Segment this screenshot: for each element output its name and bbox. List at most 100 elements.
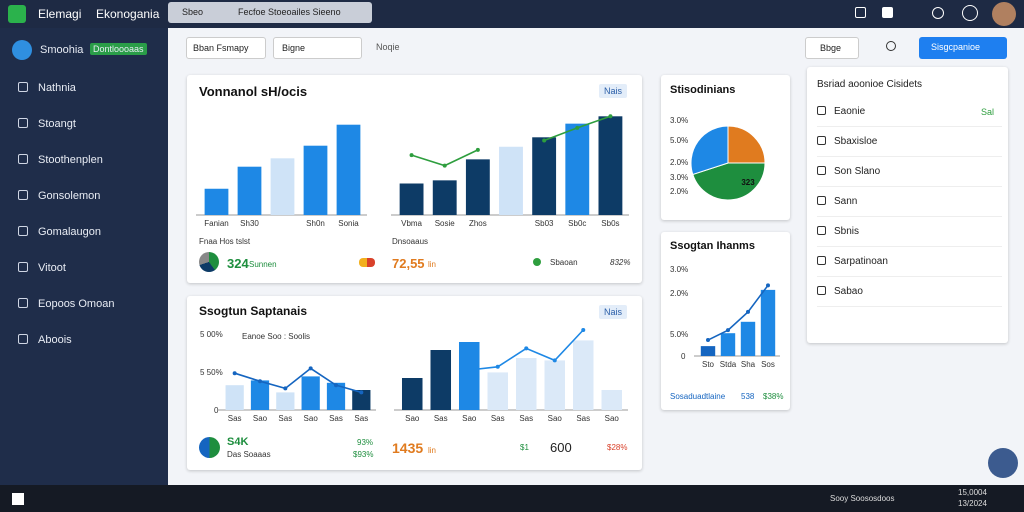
y-label: 5 50% xyxy=(200,368,223,377)
nav-item[interactable]: Vitoot xyxy=(18,262,66,274)
panel-item[interactable]: Eaonie Sal xyxy=(817,97,1002,127)
stat-value: 72,55 xyxy=(392,256,425,271)
item-label: Eaonie xyxy=(834,106,866,117)
y-label: 3.0% xyxy=(670,265,689,274)
nav-item[interactable]: Nathnia xyxy=(18,82,76,94)
panel-header: Bsriad aoonioe Cisidets xyxy=(817,79,923,90)
nav-icon xyxy=(18,118,28,128)
y-label: 5.0% xyxy=(670,330,689,339)
link[interactable]: Noqie xyxy=(376,42,400,52)
nav-item[interactable]: Stoothenplen xyxy=(18,154,103,166)
logo xyxy=(8,5,26,23)
y-label: 2.0% xyxy=(670,187,689,196)
nav-icon xyxy=(18,262,28,272)
nav-label: Nathnia xyxy=(38,82,76,94)
y-label: 3.0% xyxy=(670,116,689,125)
legend: Eanoe Soo : Soolis xyxy=(242,332,311,341)
footer-value: $38% xyxy=(763,392,784,401)
avatar[interactable] xyxy=(992,2,1016,26)
nav-icon xyxy=(18,334,28,344)
dropdown-panel: Bsriad aoonioe Cisidets Eaonie Sal Sbaxisl… xyxy=(807,67,1008,343)
nav-label: Aboois xyxy=(38,334,72,346)
button[interactable]: Bbge xyxy=(805,37,859,59)
nav-item[interactable]: Eopoos Omoan xyxy=(18,298,114,310)
filter[interactable]: Bigne xyxy=(273,37,362,59)
workspace[interactable]: Ekonogania xyxy=(96,7,160,21)
stat-value: $28% xyxy=(607,443,628,452)
panel-item[interactable]: Sbnis xyxy=(817,217,1002,247)
caption: Fnaa Hos tslst xyxy=(199,237,251,246)
nav-icon xyxy=(18,298,28,308)
y-label: 0 xyxy=(214,406,219,415)
caption: Dnsoaaus xyxy=(392,237,429,246)
search-icon[interactable] xyxy=(886,41,896,51)
card-badge[interactable]: Nais xyxy=(599,84,628,98)
fab[interactable] xyxy=(988,448,1018,478)
item-label: Sann xyxy=(834,196,858,207)
item-icon xyxy=(817,196,826,205)
top-bar: Elemagi Ekonogania Sbeo Fecfoe Stoeoaile… xyxy=(0,0,1024,28)
item-icon xyxy=(817,256,826,265)
card-title: Ssogtan Ihanms xyxy=(670,240,755,252)
panel-item[interactable]: Sbaxisloe xyxy=(817,127,1002,157)
nav-label: Gonsolemon xyxy=(38,190,101,202)
notifications[interactable] xyxy=(932,7,944,19)
stat-label: lin xyxy=(428,260,437,269)
tray-text: Sooy Soososdoos xyxy=(830,494,895,503)
stat-value: 600 xyxy=(550,440,572,455)
footer-value: 538 xyxy=(741,392,755,401)
item-icon xyxy=(817,226,826,235)
help[interactable] xyxy=(962,5,978,21)
start-button[interactable] xyxy=(12,493,24,505)
y-label: 5.0% xyxy=(670,136,689,145)
icon[interactable] xyxy=(855,7,866,18)
y-label: 2.0% xyxy=(670,158,689,167)
item-status: Sal xyxy=(980,107,994,117)
stat-value: S4K xyxy=(227,436,249,448)
stat-value: $1 xyxy=(520,443,529,452)
item-label: Son Slano xyxy=(834,166,881,177)
nav-label: Stoangt xyxy=(38,118,76,130)
stat-value: 1435 xyxy=(392,440,424,456)
filter[interactable]: Bban Fsmapy xyxy=(186,37,266,59)
card-title: Ssogtun Saptanais xyxy=(199,304,308,318)
y-label: 0 xyxy=(681,352,686,361)
item-label: Sbaxisloe xyxy=(834,136,878,147)
y-label: 3.0% xyxy=(670,173,689,182)
stat-value: $93% xyxy=(353,450,374,459)
panel-item[interactable]: Sabao xyxy=(817,277,1002,307)
primary-button[interactable]: Sisgcpanioe xyxy=(919,37,1007,59)
nav-icon xyxy=(18,190,28,200)
dot xyxy=(533,258,541,266)
badge: Dontloooaas xyxy=(90,43,147,55)
item-label: Sabao xyxy=(834,286,863,297)
card: Ssogtan Ihanms 3.0% 2.0% 5.0% 0 Sosaduad… xyxy=(661,232,790,410)
nav-label: Gomalaugon xyxy=(38,226,101,238)
y-label: 5 00% xyxy=(200,330,223,339)
nav-label: Stoothenplen xyxy=(38,154,103,166)
nav-icon xyxy=(18,226,28,236)
date: 13/2024 xyxy=(958,499,987,508)
nav-label: Eopoos Omoan xyxy=(38,298,115,310)
icon[interactable] xyxy=(882,7,893,18)
search-box[interactable]: Sbeo Fecfoe Stoeoailes Sieeno xyxy=(168,2,372,23)
nav-item[interactable]: Aboois xyxy=(18,334,72,346)
stat-label: Sunnen xyxy=(249,260,277,269)
panel-item[interactable]: Sann xyxy=(817,187,1002,217)
stat-value: 93% xyxy=(357,438,374,447)
footer-label: Sosaduadtlaine xyxy=(670,392,726,401)
stat-label: Das Soaaas xyxy=(227,450,271,459)
time: 15,0004 xyxy=(958,488,987,497)
nav-item[interactable]: Gonsolemon xyxy=(18,190,100,202)
icon xyxy=(199,437,220,458)
nav-item[interactable]: Gomalaugon xyxy=(18,226,101,238)
panel-item[interactable]: Son Slano xyxy=(817,157,1002,187)
search-text: Fecfoe Stoeoailes Sieeno xyxy=(238,7,341,17)
card-badge[interactable]: Nais xyxy=(599,305,628,319)
panel-item[interactable]: Sarpatinoan xyxy=(817,247,1002,277)
stat-label: Sbaoan xyxy=(550,258,578,267)
item-icon xyxy=(817,136,826,145)
card: Stisodinians 3.0% 5.0% 2.0% 3.0% 2.0% xyxy=(661,75,790,220)
nav-item[interactable]: Stoangt xyxy=(18,118,76,130)
